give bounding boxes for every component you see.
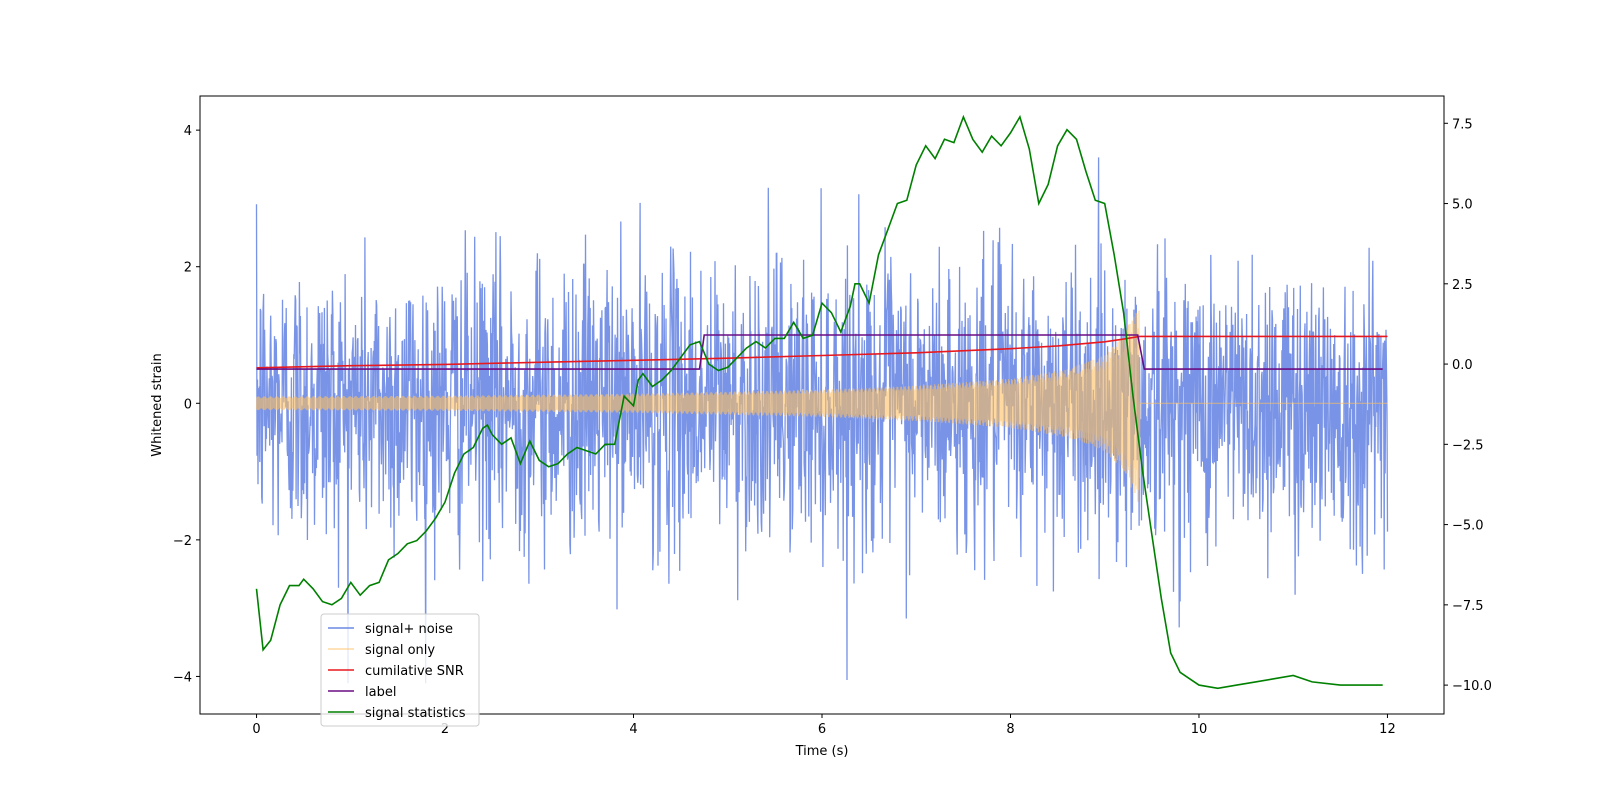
series-signal-only (255, 310, 1388, 502)
series-signal-statistics (255, 114, 1383, 690)
x-tick-label: 8 (1006, 722, 1014, 737)
series-layer (255, 114, 1389, 690)
y2-tick-label: −2.5 (1452, 438, 1484, 453)
y-tick-label: 0 (184, 397, 192, 412)
series-label (256, 334, 1383, 370)
legend-entry: signal statistics (365, 706, 466, 721)
legend-box (320, 613, 480, 727)
legend-entry: signal+ noise (365, 622, 453, 637)
x-tick-label: 10 (1191, 722, 1208, 737)
y-tick-label: 2 (184, 261, 192, 276)
legend-entry: signal only (365, 643, 435, 658)
y-tick-label: −2 (173, 534, 192, 549)
x-axis-label: Time (s) (795, 744, 849, 759)
y-tick-label: 4 (184, 124, 192, 139)
plot-area (255, 114, 1389, 690)
y2-tick-label: 2.5 (1452, 278, 1473, 293)
y2-tick-label: −7.5 (1452, 599, 1484, 614)
x-tick-label: 2 (441, 722, 449, 737)
x-tick-label: 12 (1379, 722, 1396, 737)
y2-tick-label: 5.0 (1452, 198, 1473, 213)
y-axis-left: −4 −2 0 2 4 (173, 124, 200, 685)
x-tick-label: 0 (252, 722, 260, 737)
x-tick-label: 4 (629, 722, 637, 737)
y-axis-right: −10.0 −7.5 −5.0 −2.5 0.0 2.5 5.0 7.5 (1444, 117, 1492, 694)
x-tick-label: 6 (818, 722, 826, 737)
x-axis: 0 2 4 6 8 10 12 (252, 714, 1396, 737)
legend-entry: cumilative SNR (365, 664, 464, 679)
y2-tick-label: −5.0 (1452, 519, 1484, 534)
y2-tick-label: −10.0 (1452, 679, 1492, 694)
y2-tick-label: 0.0 (1452, 358, 1473, 373)
series-cumulative-snr (256, 335, 1388, 369)
y-tick-label: −4 (173, 670, 192, 685)
series-signal-noise (255, 157, 1389, 684)
legend: signal+ noise signal only cumilative SNR la… (320, 613, 480, 727)
y-axis-label: Whitened strain (150, 353, 165, 456)
y2-tick-label: 7.5 (1452, 117, 1473, 132)
legend-entry: label (365, 685, 396, 700)
